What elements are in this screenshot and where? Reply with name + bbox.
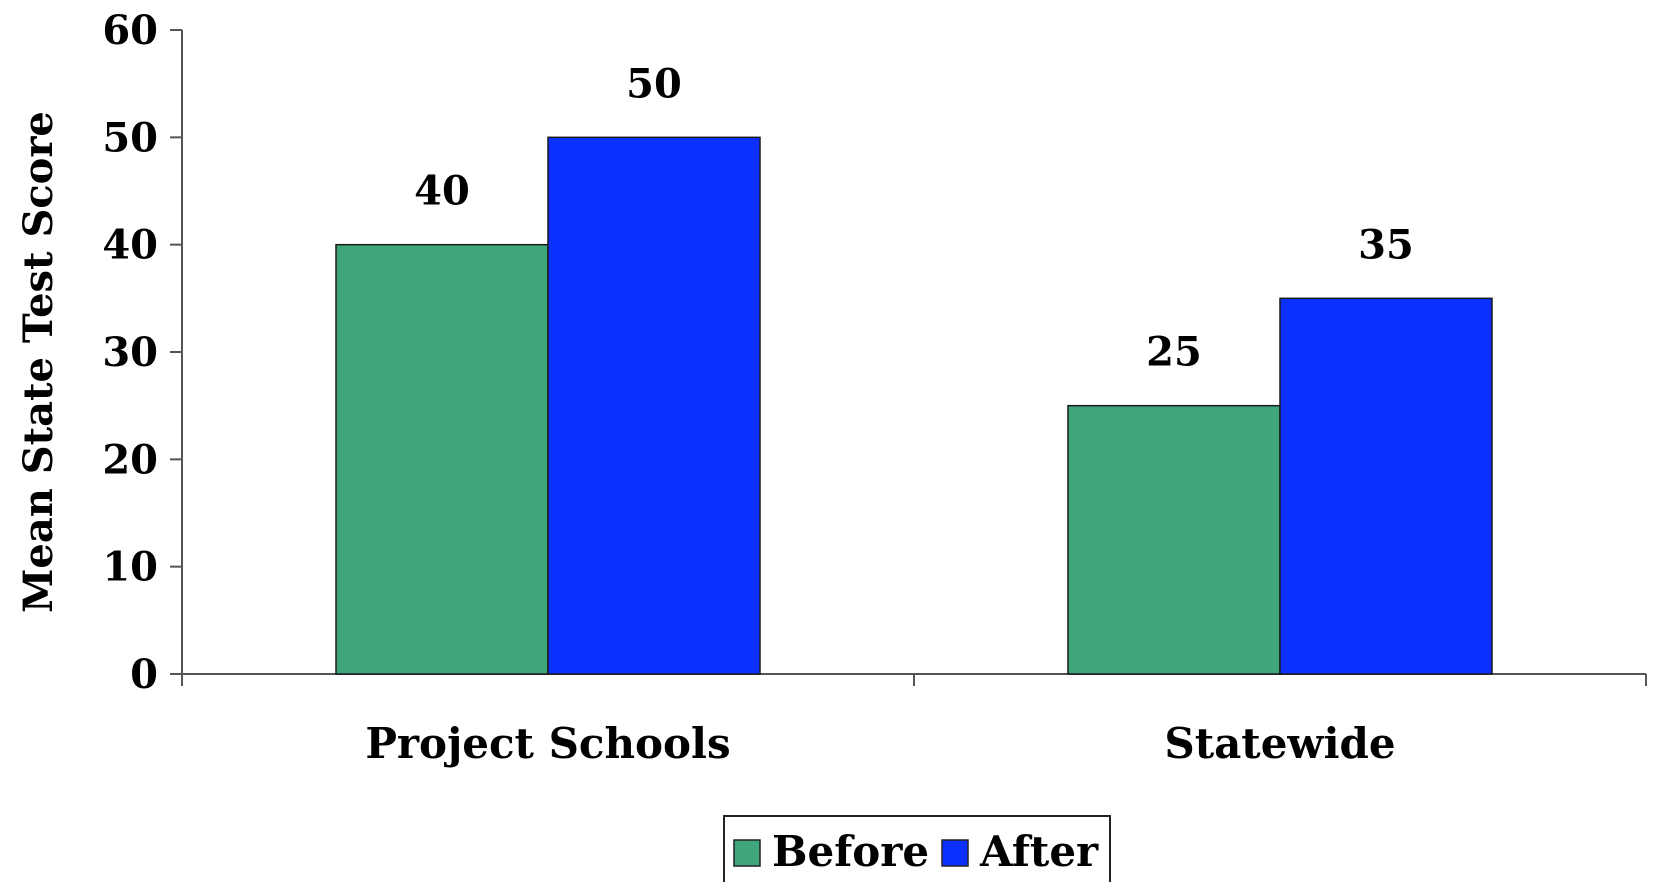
chart-bars: [335, 136, 1493, 675]
y-tick-label: 40: [102, 222, 158, 269]
y-tick-label: 60: [102, 7, 158, 54]
category-labels: Project Schools Statewide: [365, 719, 1395, 768]
chart-legend: Before After: [723, 815, 1111, 882]
legend-label-after: After: [979, 827, 1099, 876]
y-axis-ticks: 0 10 20 30 40 50 60: [102, 7, 182, 698]
data-label-after-1: 50: [626, 60, 682, 107]
data-label-after-2: 35: [1358, 221, 1414, 268]
y-tick-label: 50: [102, 114, 158, 161]
bar-after-1: [547, 136, 761, 675]
data-label-before-2: 25: [1146, 329, 1202, 376]
legend-swatch-before: [733, 839, 761, 867]
data-label-before-1: 40: [414, 168, 470, 215]
category-label: Statewide: [1164, 719, 1395, 768]
bar-after-2: [1279, 297, 1493, 675]
y-tick-label: 30: [102, 329, 158, 376]
data-labels: 40 50 25 35: [414, 60, 1414, 375]
legend-swatch-after: [941, 839, 969, 867]
y-tick-label: 10: [102, 544, 158, 591]
bar-before-1: [335, 243, 549, 675]
legend-label-before: Before: [772, 827, 929, 876]
bar-before-2: [1067, 404, 1281, 675]
y-tick-label: 0: [130, 651, 158, 698]
category-label: Project Schools: [365, 719, 730, 768]
legend-box: [723, 815, 1111, 882]
y-tick-label: 20: [102, 436, 158, 483]
y-axis-title: Mean State Test Score: [15, 111, 62, 613]
